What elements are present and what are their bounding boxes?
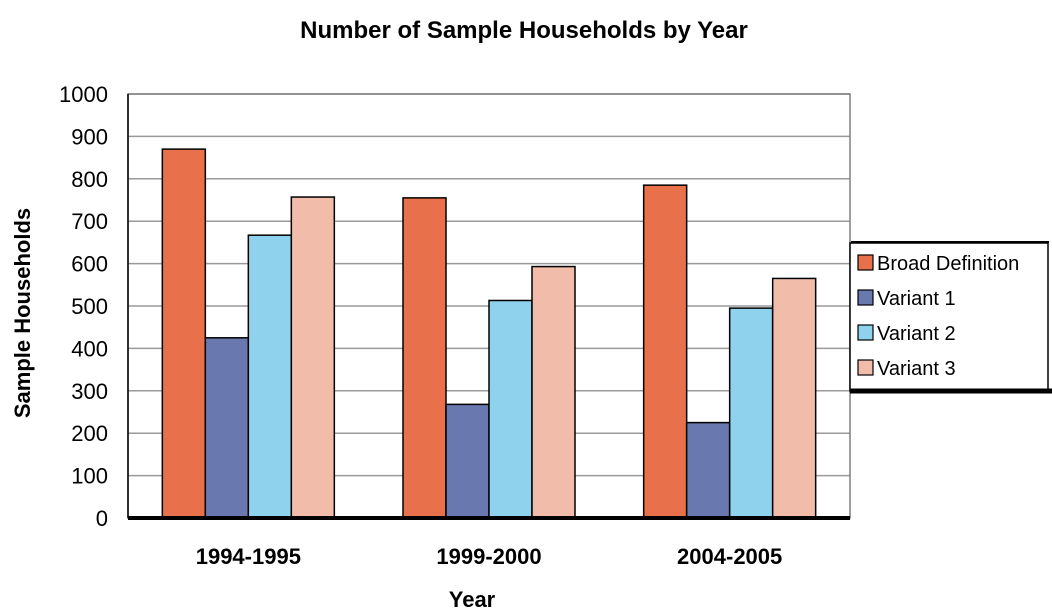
y-tick-label: 800 [71, 167, 108, 192]
bar-variant-1-1994-1995 [204, 337, 250, 519]
legend-label: Broad Definition [877, 253, 1019, 275]
bar-variant-1-2004-2005 [685, 421, 731, 519]
bar-variant-3-2004-2005 [771, 277, 817, 519]
y-tick-label: 0 [96, 506, 108, 531]
y-tick-label: 700 [71, 209, 108, 234]
bar-variant-3-1994-1995 [290, 196, 336, 519]
x-tick-label: 2004-2005 [677, 544, 782, 569]
x-tick-label: 1994-1995 [196, 544, 301, 569]
bar-broad-definition-2004-2005 [642, 184, 688, 519]
bar-broad-definition-1999-2000 [402, 197, 447, 519]
legend-swatch [857, 359, 874, 376]
y-tick-label: 1000 [59, 82, 108, 107]
bar-variant-2-1994-1995 [247, 234, 293, 519]
legend-swatch [857, 254, 874, 271]
bars-group [161, 148, 817, 519]
y-tick-label: 600 [71, 252, 108, 277]
y-tick-labels: 0 100 200 300 400 500 600 700 800 900 1000 [59, 82, 108, 531]
y-tick-label: 900 [71, 124, 108, 149]
y-tick-label: 500 [71, 294, 108, 319]
bar-variant-1-1999-2000 [445, 403, 490, 519]
y-tick-label: 300 [71, 379, 108, 404]
y-tick-label: 100 [71, 464, 108, 489]
bar-variant-2-2004-2005 [728, 307, 774, 519]
legend-swatch [857, 324, 874, 341]
y-tick-label: 200 [71, 421, 108, 446]
y-tick-label: 400 [71, 336, 108, 361]
bar-variant-3-1999-2000 [531, 265, 576, 519]
x-tick-label: 1999-2000 [436, 544, 541, 569]
legend-label: Variant 2 [877, 323, 956, 345]
bar-broad-definition-1994-1995 [161, 148, 207, 519]
chart-title: Number of Sample Households by Year [300, 17, 748, 44]
y-axis-title: Sample Households [10, 208, 35, 418]
x-axis-title: Year [449, 587, 496, 612]
x-tick-labels: 1994-1995 1999-2000 2004-2005 [196, 544, 783, 569]
legend: Broad Definition Variant 1 Variant 2 Varian… [849, 241, 1052, 394]
bar-variant-2-1999-2000 [488, 299, 533, 519]
legend-label: Variant 3 [877, 358, 956, 380]
legend-swatch [857, 289, 874, 306]
legend-label: Variant 1 [877, 288, 956, 310]
